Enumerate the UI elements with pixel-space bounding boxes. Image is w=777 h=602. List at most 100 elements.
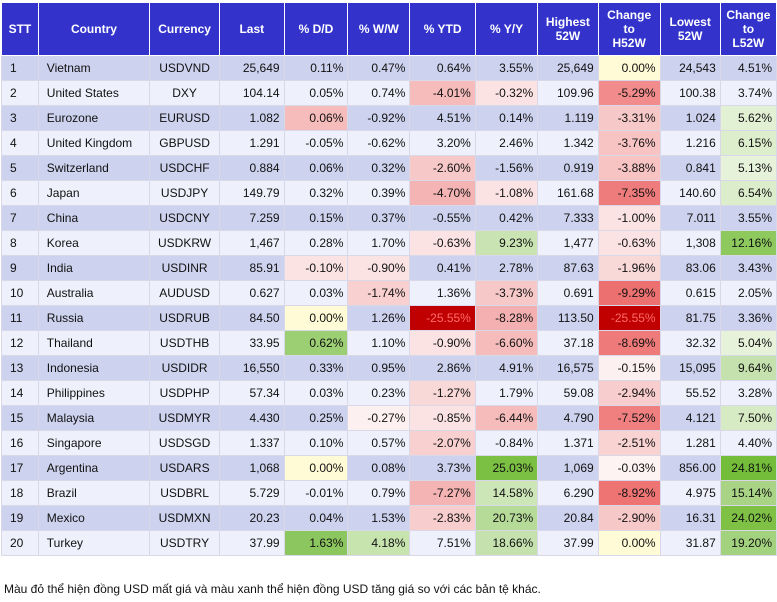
- cell-chg-l52w: 7.50%: [719, 405, 777, 431]
- cell-pct-ytd: 4.51%: [409, 105, 476, 131]
- cell-currency: GBPUSD: [149, 130, 221, 156]
- header-currency: Currency: [149, 2, 221, 56]
- cell-currency: USDRUB: [149, 305, 221, 331]
- cell-high-52w: 37.99: [537, 530, 599, 556]
- cell-country: Korea: [37, 230, 151, 256]
- cell-stt: 12: [1, 330, 39, 356]
- cell-pct-ytd: -4.70%: [409, 180, 476, 206]
- cell-low-52w: 15,095: [659, 355, 721, 381]
- cell-pct-ww: 4.18%: [347, 530, 411, 556]
- cell-pct-ytd: -0.63%: [409, 230, 476, 256]
- cell-chg-l52w: 3.43%: [719, 255, 777, 281]
- cell-currency: USDSGD: [149, 430, 221, 456]
- table-row: 13 Indonesia USDIDR 16,550 0.33% 0.95% 2.86% 4.…: [1, 355, 777, 381]
- cell-chg-l52w: 19.20%: [719, 530, 777, 556]
- cell-pct-dd: 0.11%: [283, 55, 349, 81]
- cell-country: Australia: [37, 280, 151, 306]
- cell-pct-yy: 25.03%: [474, 455, 539, 481]
- cell-pct-yy: -0.32%: [474, 80, 539, 106]
- cell-last: 149.79: [219, 180, 285, 206]
- cell-pct-dd: 0.03%: [283, 380, 349, 406]
- cell-pct-ytd: -2.07%: [409, 430, 476, 456]
- cell-high-52w: 25,649: [537, 55, 599, 81]
- cell-country: Mexico: [37, 505, 151, 531]
- cell-last: 0.627: [219, 280, 285, 306]
- cell-chg-l52w: 3.36%: [719, 305, 777, 331]
- cell-chg-h52w: 0.00%: [597, 530, 661, 556]
- cell-last: 1,467: [219, 230, 285, 256]
- cell-high-52w: 4.790: [537, 405, 599, 431]
- cell-pct-yy: 9.23%: [474, 230, 539, 256]
- cell-chg-h52w: -8.69%: [597, 330, 661, 356]
- table-row: 1 Vietnam USDVND 25,649 0.11% 0.47% 0.64% 3.55%…: [1, 55, 777, 81]
- cell-last: 84.50: [219, 305, 285, 331]
- cell-pct-dd: -0.05%: [283, 130, 349, 156]
- cell-pct-ytd: -2.60%: [409, 155, 476, 181]
- cell-country: Russia: [37, 305, 151, 331]
- cell-pct-ww: 1.10%: [347, 330, 411, 356]
- cell-low-52w: 55.52: [659, 380, 721, 406]
- cell-pct-yy: -8.28%: [474, 305, 539, 331]
- cell-pct-dd: 0.62%: [283, 330, 349, 356]
- cell-pct-ww: -0.62%: [347, 130, 411, 156]
- cell-country: Indonesia: [37, 355, 151, 381]
- table-row: 10 Australia AUDUSD 0.627 0.03% -1.74% 1.36% -3…: [1, 280, 777, 306]
- cell-chg-h52w: -1.00%: [597, 205, 661, 231]
- cell-low-52w: 856.00: [659, 455, 721, 481]
- cell-pct-ytd: -7.27%: [409, 480, 476, 506]
- header-high-52w: Highest 52W: [537, 2, 599, 56]
- cell-chg-h52w: -3.31%: [597, 105, 661, 131]
- cell-chg-l52w: 4.51%: [719, 55, 777, 81]
- table-row: 9 India USDINR 85.91 -0.10% -0.90% 0.41% 2.78% 8…: [1, 255, 777, 281]
- cell-last: 104.14: [219, 80, 285, 106]
- cell-stt: 3: [1, 105, 39, 131]
- cell-pct-ytd: 0.41%: [409, 255, 476, 281]
- cell-stt: 8: [1, 230, 39, 256]
- cell-pct-ytd: -25.55%: [409, 305, 476, 331]
- cell-high-52w: 1,477: [537, 230, 599, 256]
- cell-chg-l52w: 12.16%: [719, 230, 777, 256]
- cell-currency: USDARS: [149, 455, 221, 481]
- table-row: 4 United Kingdom GBPUSD 1.291 -0.05% -0.62% 3.…: [1, 130, 777, 156]
- cell-stt: 17: [1, 455, 39, 481]
- table-row: 20 Turkey USDTRY 37.99 1.63% 4.18% 7.51% 18.66%…: [1, 530, 777, 556]
- cell-pct-ww: 0.37%: [347, 205, 411, 231]
- cell-last: 1.291: [219, 130, 285, 156]
- footnote: Màu đỏ thể hiện đồng USD mất giá và màu …: [4, 582, 541, 596]
- header-pct-yy: % Y/Y: [474, 2, 539, 56]
- header-chg-h52w: Change to H52W: [597, 2, 661, 56]
- cell-last: 37.99: [219, 530, 285, 556]
- cell-currency: AUDUSD: [149, 280, 221, 306]
- cell-pct-ww: 0.57%: [347, 430, 411, 456]
- cell-pct-ytd: -4.01%: [409, 80, 476, 106]
- cell-last: 85.91: [219, 255, 285, 281]
- cell-pct-dd: 0.25%: [283, 405, 349, 431]
- cell-pct-dd: 0.04%: [283, 505, 349, 531]
- cell-last: 1,068: [219, 455, 285, 481]
- usd-currency-table: STT Country Currency Last% D/D% W/W% YTD% Y…: [1, 2, 777, 556]
- cell-last: 4.430: [219, 405, 285, 431]
- cell-high-52w: 6.290: [537, 480, 599, 506]
- cell-stt: 18: [1, 480, 39, 506]
- cell-country: Switzerland: [37, 155, 151, 181]
- cell-pct-dd: 0.05%: [283, 80, 349, 106]
- cell-pct-ww: 1.53%: [347, 505, 411, 531]
- cell-chg-h52w: -2.51%: [597, 430, 661, 456]
- cell-pct-ytd: 0.64%: [409, 55, 476, 81]
- cell-pct-dd: 0.28%: [283, 230, 349, 256]
- cell-stt: 19: [1, 505, 39, 531]
- cell-pct-dd: -0.10%: [283, 255, 349, 281]
- header-low-52w: Lowest 52W: [659, 2, 721, 56]
- cell-currency: USDMXN: [149, 505, 221, 531]
- cell-stt: 20: [1, 530, 39, 556]
- cell-pct-yy: -1.56%: [474, 155, 539, 181]
- cell-pct-dd: 0.32%: [283, 180, 349, 206]
- cell-stt: 1: [1, 55, 39, 81]
- cell-low-52w: 7.011: [659, 205, 721, 231]
- cell-pct-ytd: -1.27%: [409, 380, 476, 406]
- cell-country: Vietnam: [37, 55, 151, 81]
- cell-chg-h52w: -9.29%: [597, 280, 661, 306]
- cell-low-52w: 140.60: [659, 180, 721, 206]
- cell-low-52w: 100.38: [659, 80, 721, 106]
